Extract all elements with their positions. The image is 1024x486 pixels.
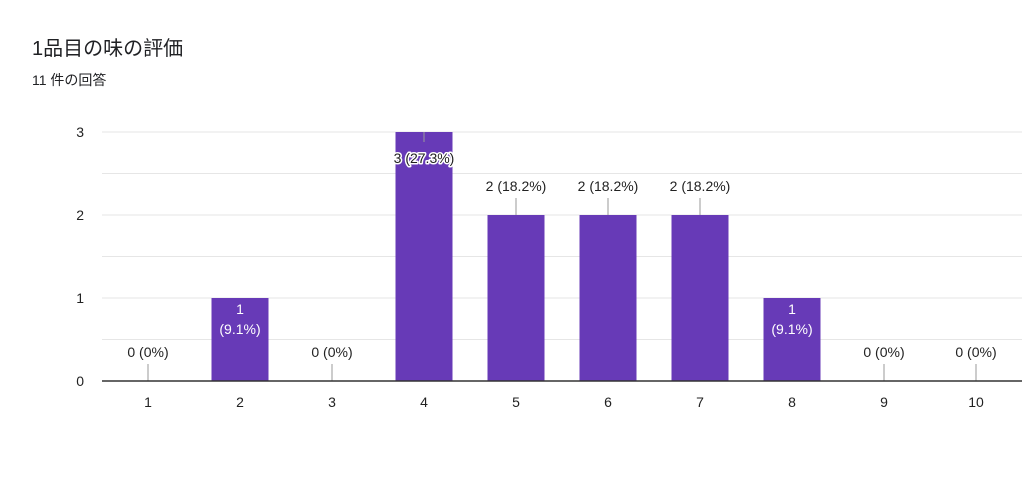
data-label: 0 (0%) (863, 344, 904, 360)
bar (763, 298, 821, 381)
x-tick-label: 2 (236, 394, 244, 410)
data-label: 2 (18.2%) (578, 178, 639, 194)
data-label: 2 (18.2%) (486, 178, 547, 194)
bar (579, 215, 637, 381)
x-tick-label: 6 (604, 394, 612, 410)
chart-title: 1品目の味の評価 (32, 38, 184, 60)
bar (671, 215, 729, 381)
bar (487, 215, 545, 381)
response-count: 11 件の回答 (32, 72, 107, 88)
data-label: 1 (9.1%) (771, 301, 812, 337)
data-label: 0 (0%) (311, 344, 352, 360)
data-label: 1 (9.1%) (219, 301, 260, 337)
data-label: 3 (27.3%) (394, 150, 455, 166)
y-tick-label: 3 (76, 124, 84, 140)
x-tick-label: 1 (144, 394, 152, 410)
y-tick-label: 1 (76, 290, 84, 306)
data-label: 2 (18.2%) (670, 178, 731, 194)
x-tick-label: 8 (788, 394, 796, 410)
bar (395, 132, 453, 381)
x-tick-label: 9 (880, 394, 888, 410)
y-tick-label: 2 (76, 207, 84, 223)
data-label: 0 (0%) (955, 344, 996, 360)
x-tick-label: 3 (328, 394, 336, 410)
x-tick-label: 5 (512, 394, 520, 410)
x-tick-label: 4 (420, 394, 428, 410)
x-tick-label: 7 (696, 394, 704, 410)
bar (211, 298, 269, 381)
data-label: 0 (0%) (127, 344, 168, 360)
y-tick-label: 0 (76, 373, 84, 389)
x-tick-label: 10 (968, 394, 984, 410)
